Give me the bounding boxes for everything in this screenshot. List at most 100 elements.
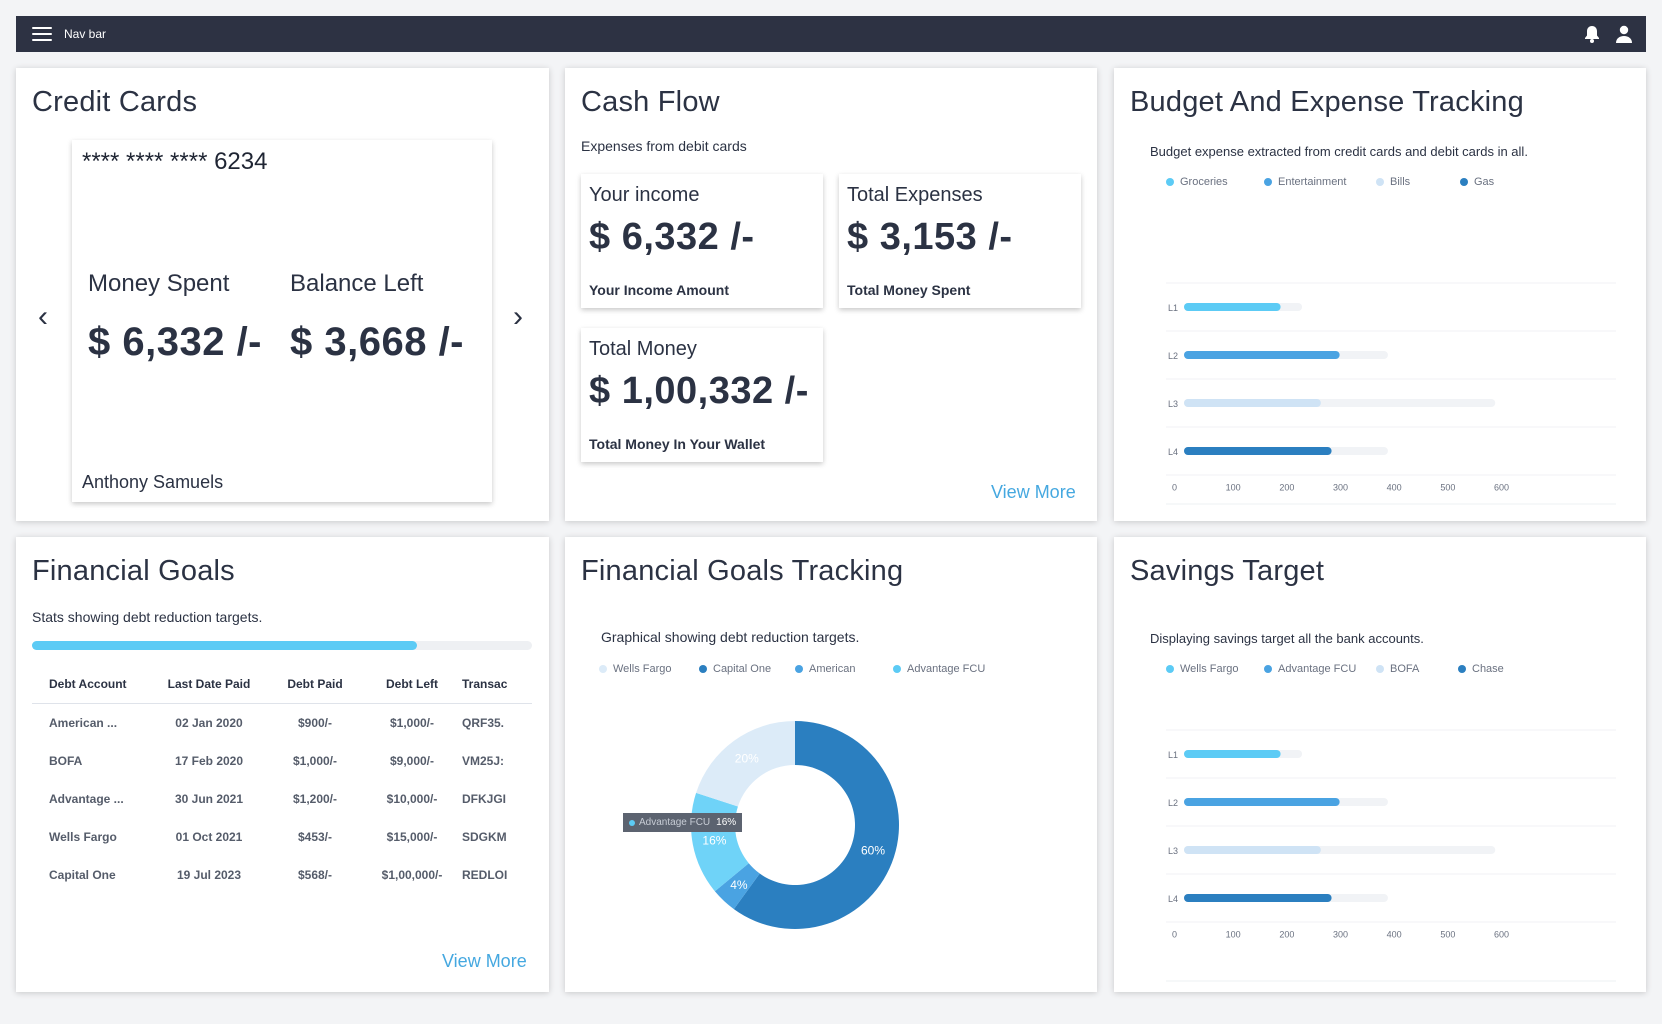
donut-value-label: 60% — [861, 843, 885, 857]
x-tick-label: 100 — [1226, 482, 1241, 492]
next-arrow-icon[interactable]: › — [513, 300, 523, 333]
legend-item[interactable]: Advantage FCU — [1264, 663, 1376, 675]
table-cell: $1,00,000/- — [381, 868, 443, 882]
legend-item[interactable]: Bills — [1376, 176, 1460, 188]
legend-item[interactable]: Wells Fargo — [1166, 663, 1264, 675]
legend-label: Chase — [1472, 663, 1504, 675]
bar — [1184, 399, 1321, 407]
prev-arrow-icon[interactable]: ‹ — [38, 300, 48, 333]
x-tick-label: 600 — [1494, 482, 1509, 492]
credit-cards-title: Credit Cards — [32, 86, 198, 118]
legend-item[interactable]: Chase — [1458, 663, 1504, 675]
table-cell: 30 Jun 2021 — [174, 792, 244, 806]
bar — [1184, 447, 1332, 455]
table-cell: REDLOI — [462, 868, 508, 882]
goals-tracking-title: Financial Goals Tracking — [581, 555, 904, 587]
legend-label: BOFA — [1390, 663, 1420, 675]
table-cell: $1,200/- — [292, 792, 338, 806]
income-sub: Your Income Amount — [589, 282, 729, 298]
total-money-sub: Total Money In Your Wallet — [589, 436, 766, 452]
savings-title: Savings Target — [1130, 555, 1325, 587]
table-cell: $900/- — [297, 716, 333, 730]
table-cell: 02 Jan 2020 — [175, 716, 243, 730]
x-tick-label: 600 — [1494, 929, 1509, 939]
user-icon[interactable] — [1614, 24, 1634, 44]
hamburger-menu-icon[interactable] — [32, 27, 52, 41]
table-row[interactable]: Capital One 19 Jul 2023 $568/- $1,00,000… — [32, 856, 532, 894]
savings-legend: Wells Fargo Advantage FCU BOFA Chase — [1166, 663, 1504, 675]
x-tick-label: 300 — [1333, 482, 1348, 492]
column-header[interactable]: Debt Account — [32, 665, 150, 704]
legend-item[interactable]: Advantage FCU — [893, 663, 985, 675]
legend-item[interactable]: Entertainment — [1264, 176, 1376, 188]
money-spent-label: Money Spent — [88, 270, 230, 297]
income-title: Your income — [589, 184, 700, 206]
legend-label: Advantage FCU — [907, 663, 986, 675]
column-header[interactable]: Debt Paid — [268, 665, 362, 704]
tooltip-label: Advantage FCU — [639, 817, 711, 828]
x-tick-label: 200 — [1279, 482, 1294, 492]
legend-item[interactable]: BOFA — [1376, 663, 1458, 675]
table-row[interactable]: Advantage ... 30 Jun 2021 $1,200/- $10,0… — [32, 780, 532, 818]
x-tick-label: 0 — [1172, 929, 1177, 939]
expenses-value: $ 3,153 /- — [847, 216, 1013, 258]
bar-category-label: L2 — [1168, 798, 1178, 808]
table-row[interactable]: Wells Fargo 01 Oct 2021 $453/- $15,000/-… — [32, 818, 532, 856]
total-money-box: Total Money $ 1,00,332 /- Total Money In… — [581, 328, 823, 462]
balance-left-label: Balance Left — [290, 270, 424, 297]
x-tick-label: 400 — [1387, 929, 1402, 939]
chart-tooltip: Advantage FCU 16% — [623, 813, 743, 832]
column-header[interactable]: Transac — [462, 665, 532, 704]
x-tick-label: 500 — [1440, 929, 1455, 939]
nav-bar: Nav bar — [16, 16, 1646, 52]
table-row[interactable]: American ... 02 Jan 2020 $900/- $1,000/-… — [32, 704, 532, 743]
budget-bar-chart: L1 L2 L3 L4 0 100 200 300 400 500 600 — [1166, 282, 1616, 505]
total-money-value: $ 1,00,332 /- — [589, 370, 809, 412]
legend-label: Advantage FCU — [1278, 663, 1357, 675]
bar-category-label: L1 — [1168, 750, 1178, 760]
card-holder-name: Anthony Samuels — [82, 472, 224, 492]
donut-value-label: 4% — [730, 878, 748, 892]
bar — [1184, 846, 1321, 854]
table-cell: VM25J: — [462, 754, 505, 768]
legend-item[interactable]: Wells Fargo — [599, 663, 699, 675]
expenses-box: Total Expenses $ 3,153 /- Total Money Sp… — [839, 174, 1081, 308]
legend-item[interactable]: American — [795, 663, 893, 675]
legend-item[interactable]: Capital One — [699, 663, 795, 675]
credit-card-panel[interactable]: **** **** **** 6234 Money Spent $ 6,332 … — [72, 140, 492, 502]
legend-item[interactable]: Groceries — [1166, 176, 1264, 188]
bar-category-label: L4 — [1168, 894, 1178, 904]
table-row[interactable]: BOFA 17 Feb 2020 $1,000/- $9,000/- VM25J… — [32, 742, 532, 780]
financial-goals-view-more-link[interactable]: View More — [442, 951, 527, 971]
cash-flow-view-more-link[interactable]: View More — [991, 482, 1076, 502]
table-cell: 19 Jul 2023 — [176, 868, 242, 882]
nav-title: Nav bar — [64, 27, 107, 41]
goals-tracking-card: Financial Goals Tracking Graphical showi… — [565, 537, 1097, 992]
debt-table: Debt Account Last Date Paid Debt Paid De… — [32, 665, 532, 894]
balance-left-value: $ 3,668 /- — [290, 320, 465, 364]
x-tick-label: 400 — [1387, 482, 1402, 492]
legend-label: Bills — [1390, 176, 1411, 188]
legend-label: American — [809, 663, 856, 675]
table-cell: $1,000/- — [292, 754, 338, 768]
expenses-title: Total Expenses — [847, 184, 983, 206]
donut-value-label: 20% — [735, 752, 759, 766]
table-cell: BOFA — [49, 754, 83, 768]
column-header[interactable]: Last Date Paid — [150, 665, 268, 704]
donut-slice — [714, 863, 760, 910]
savings-bar-chart: L1 L2 L3 L4 0 100 200 300 400 500 600 — [1166, 729, 1616, 982]
table-cell: American ... — [49, 716, 118, 730]
bell-icon[interactable] — [1582, 24, 1602, 44]
table-cell: $10,000/- — [386, 792, 438, 806]
legend-item[interactable]: Gas — [1460, 176, 1494, 188]
column-header[interactable]: Debt Left — [362, 665, 462, 704]
credit-cards-card: Credit Cards ‹ › **** **** **** 6234 Mon… — [16, 68, 549, 521]
budget-legend: Groceries Entertainment Bills Gas — [1166, 176, 1494, 188]
financial-goals-title: Financial Goals — [32, 555, 235, 587]
financial-goals-subtitle: Stats showing debt reduction targets. — [32, 609, 263, 625]
bar — [1184, 351, 1340, 359]
card-number: **** **** **** 6234 — [82, 148, 268, 175]
donut-value-label: 16% — [702, 833, 726, 847]
donut-slice — [696, 721, 795, 807]
table-cell: 17 Feb 2020 — [174, 754, 244, 768]
